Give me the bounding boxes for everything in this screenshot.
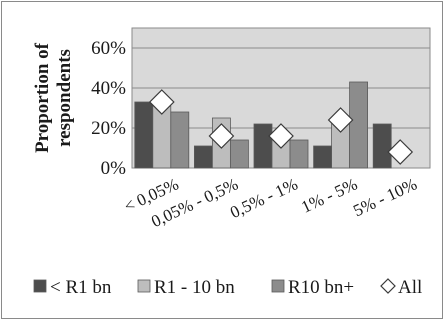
legend-swatch xyxy=(137,279,151,293)
legend-label: < R1 bn xyxy=(50,277,112,298)
bar xyxy=(170,111,190,169)
y-tick-label: 40% xyxy=(91,78,126,99)
y-axis-label-line: respondents xyxy=(54,49,75,147)
x-category-label: 1% - 5% xyxy=(298,174,360,216)
x-category-label: 5% - 10% xyxy=(350,174,420,220)
y-tick-label: 60% xyxy=(91,38,126,59)
y-tick-label: 0% xyxy=(101,158,127,179)
markers xyxy=(148,89,414,165)
all-marker xyxy=(387,139,414,165)
legend-swatch xyxy=(380,278,396,294)
legend-swatch xyxy=(271,279,285,293)
legend: < R1 bn R1 - 10 bn R10 bn+ All xyxy=(33,277,422,298)
all-marker xyxy=(208,123,235,149)
bar xyxy=(229,139,249,169)
legend-swatch xyxy=(33,279,47,293)
bar xyxy=(349,81,369,169)
bar xyxy=(313,145,333,169)
legend-label: R10 bn+ xyxy=(288,277,354,298)
bar xyxy=(372,123,392,169)
bar xyxy=(134,101,154,169)
y-tick-labels: 0% 20% 40% 60% xyxy=(91,38,126,179)
bar xyxy=(193,145,213,169)
all-marker xyxy=(327,107,354,133)
bar xyxy=(253,123,273,169)
y-axis-label-line: Proportion of xyxy=(32,42,53,153)
x-category-labels: < 0,05%0,05% - 0,5%0,5% - 1%1% - 5%5% - … xyxy=(121,174,420,231)
all-marker xyxy=(268,123,294,149)
bar xyxy=(152,105,172,169)
all-marker xyxy=(148,89,175,115)
x-category-label: 0,5% - 1% xyxy=(227,174,300,222)
legend-label: All xyxy=(398,277,422,298)
y-axis-label: Proportion ofrespondents xyxy=(32,42,75,153)
legend-label: R1 - 10 bn xyxy=(154,277,235,298)
bars xyxy=(134,81,392,169)
y-tick-label: 20% xyxy=(91,118,126,139)
bar xyxy=(289,139,309,169)
